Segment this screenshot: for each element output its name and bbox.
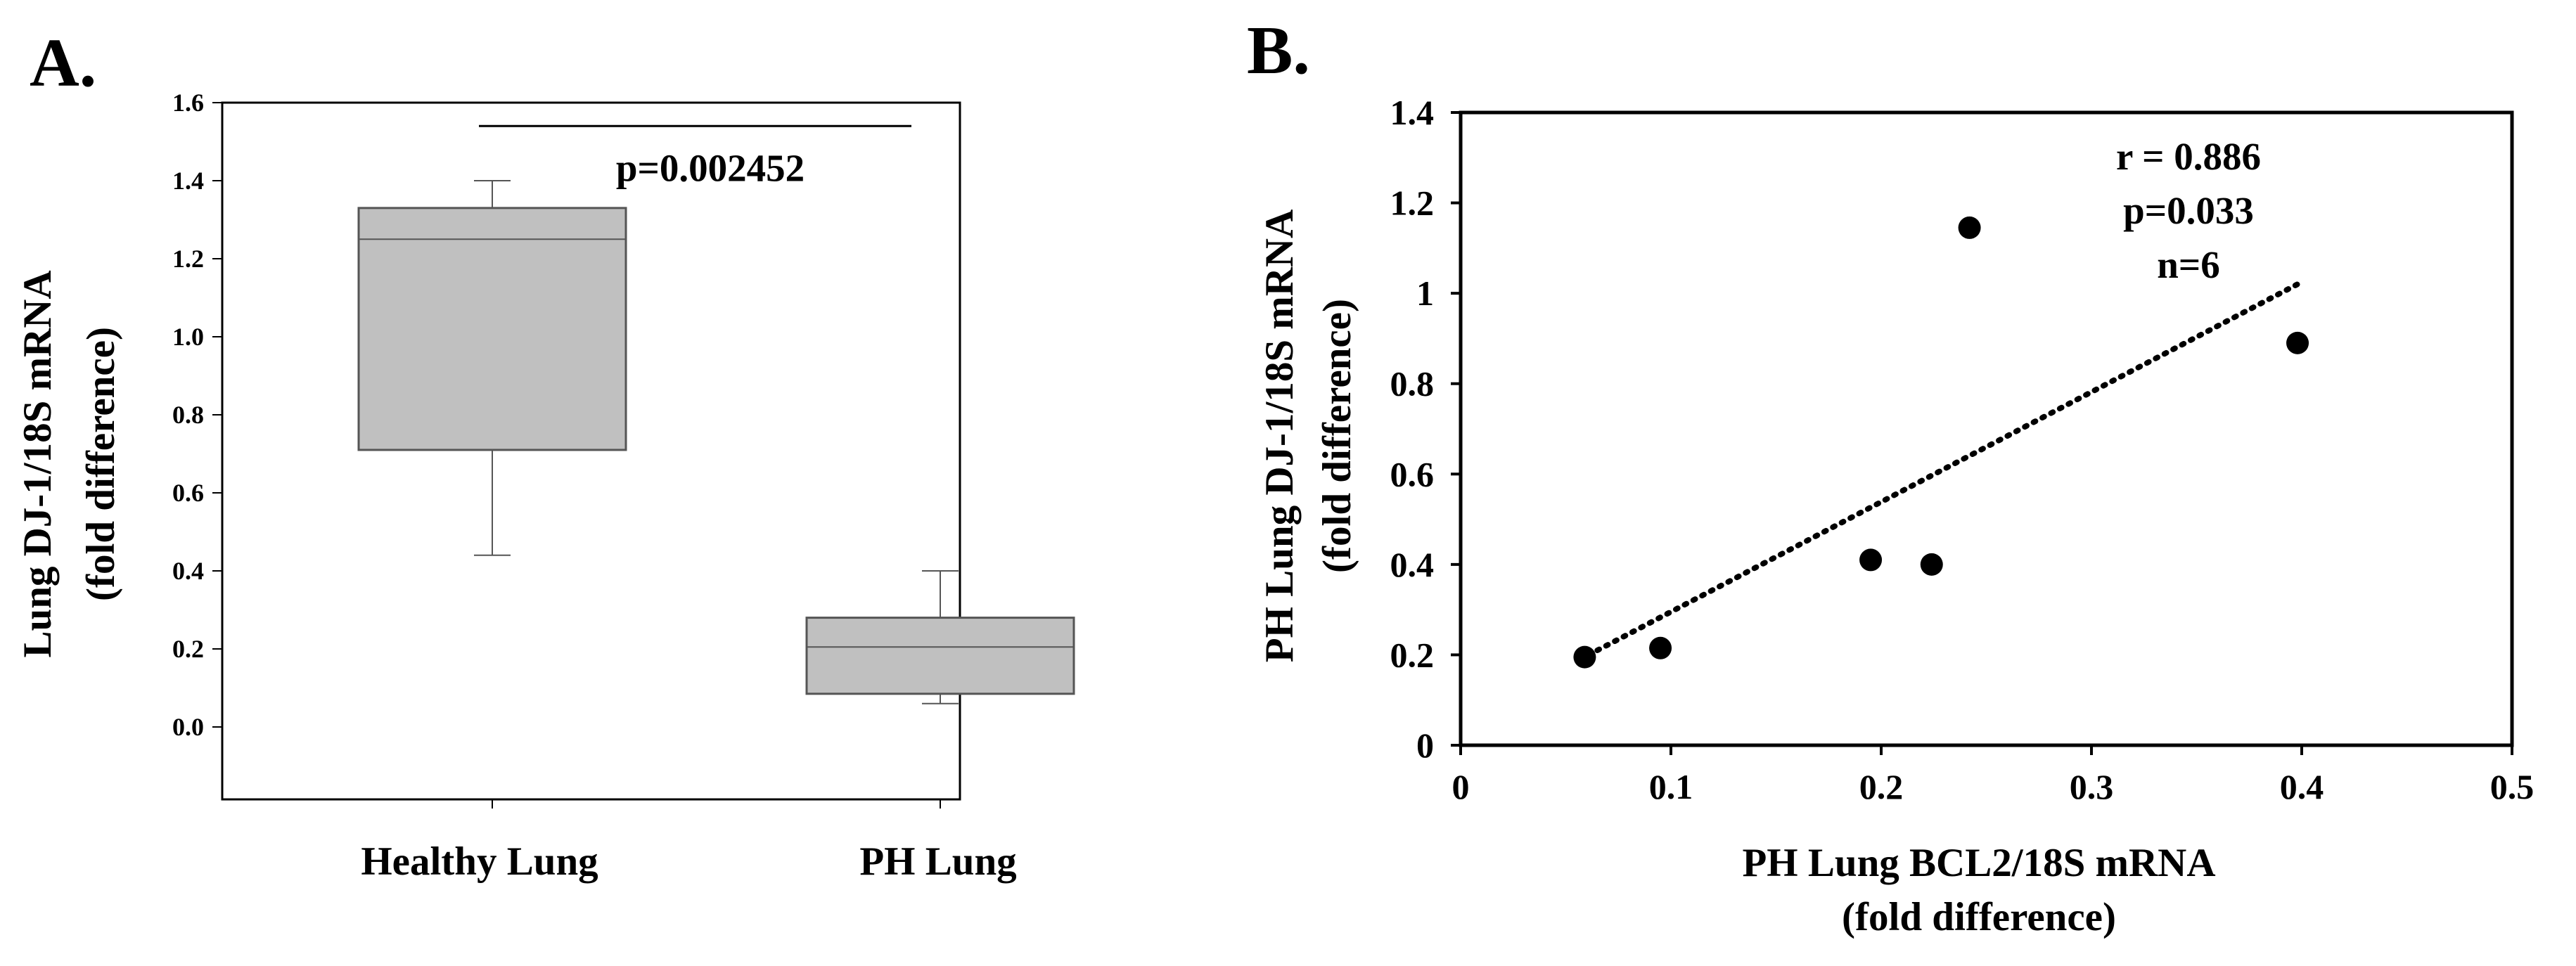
panel-a-category-label: Healthy Lung [361,839,598,884]
panel-b-x-tick-label: 0.5 [2490,767,2535,806]
panel-b-y-tick-label: 0.4 [1390,545,1435,584]
panel-a-y-tick-label: 0.6 [172,479,204,507]
panel-a-y-tick-label: 1.2 [172,245,204,273]
panel-a-letter: A. [30,25,96,101]
panel-b-x-tick-label: 0.1 [1649,767,1693,806]
panel-a-y-title: Lung DJ-1/18S mRNA (fold difference) [15,270,123,657]
panel-a-x-ticks [492,799,941,809]
panel-a: A. Lung DJ-1/18S mRNA (fold difference) … [15,25,1075,884]
panel-a-p-value: p=0.002452 [616,146,805,189]
panel-b-y-tick-label: 0 [1416,726,1434,765]
panel-b-plot-frame [1459,110,2514,747]
panel-b-x-title-line1: PH Lung BCL2/18S mRNA [1742,841,2215,885]
panel-b-x-tick-label: 0.4 [2280,767,2324,806]
panel-a-category-label: PH Lung [859,839,1016,884]
panel-a-y-title-line1: Lung DJ-1/18S mRNA [15,270,60,657]
panel-b-y-title-line1: PH Lung DJ-1/18S mRNA [1257,210,1302,662]
panel-a-y-title-line2: (fold difference) [79,327,123,601]
panel-b-y-tick-label: 0.6 [1390,454,1435,494]
panel-b-y-tick-label: 1.4 [1390,93,1435,132]
panel-b-trendline [1594,281,2301,653]
scatter-point [1958,216,1981,239]
panel-a-boxes [357,180,1075,704]
panel-a-plot-frame [221,101,961,801]
panel-b-y-tick-label: 0.2 [1390,635,1435,674]
scatter-point [1649,636,1672,659]
panel-b-n-value: n=6 [2157,243,2219,286]
panel-a-y-ticks: 0.0 0.2 0.4 0.6 0.8 1.0 1.2 1.4 1.6 [172,89,222,741]
panel-a-y-tick-label: 0.8 [172,401,204,429]
panel-b-letter: B. [1247,13,1310,89]
panel-b-r-value: r = 0.886 [2116,135,2261,178]
panel-a-y-tick-label: 1.6 [172,89,204,117]
box-iqr [357,207,627,451]
panel-b-x-title-line2: (fold difference) [1842,895,2116,939]
panel-b-y-ticks: 0 0.2 0.4 0.6 0.8 1 1.2 1.4 [1390,93,1461,765]
box-iqr [805,617,1075,695]
panel-b-y-tick-label: 0.8 [1390,364,1435,404]
scatter-point [1573,645,1596,669]
panel-a-y-tick-label: 1.0 [172,323,204,351]
panel-b-points [1573,216,2309,669]
panel-b-y-tick-label: 1.2 [1390,183,1435,223]
panel-b-x-tick-label: 0 [1452,767,1470,806]
panel-a-y-tick-label: 1.4 [172,167,204,195]
panel-b: B. PH Lung DJ-1/18S mRNA (fold differenc… [1247,13,2534,939]
panel-a-y-tick-label: 0.0 [172,713,204,741]
panel-a-y-tick-label: 0.2 [172,635,204,663]
scatter-point [1859,548,1883,572]
panel-b-x-ticks: 0 0.1 0.2 0.3 0.4 0.5 [1452,745,2535,806]
panel-b-y-title: PH Lung DJ-1/18S mRNA (fold difference) [1257,210,1359,662]
panel-b-p-value: p=0.033 [2123,189,2254,232]
scatter-point [1920,553,1943,576]
scatter-point [2286,331,2309,354]
panel-b-x-tick-label: 0.3 [2070,767,2114,806]
panel-b-x-tick-label: 0.2 [1859,767,1904,806]
panel-b-y-tick-label: 1 [1416,273,1434,313]
panel-a-y-tick-label: 0.4 [172,557,204,585]
panel-b-y-title-line2: (fold difference) [1315,299,1359,573]
